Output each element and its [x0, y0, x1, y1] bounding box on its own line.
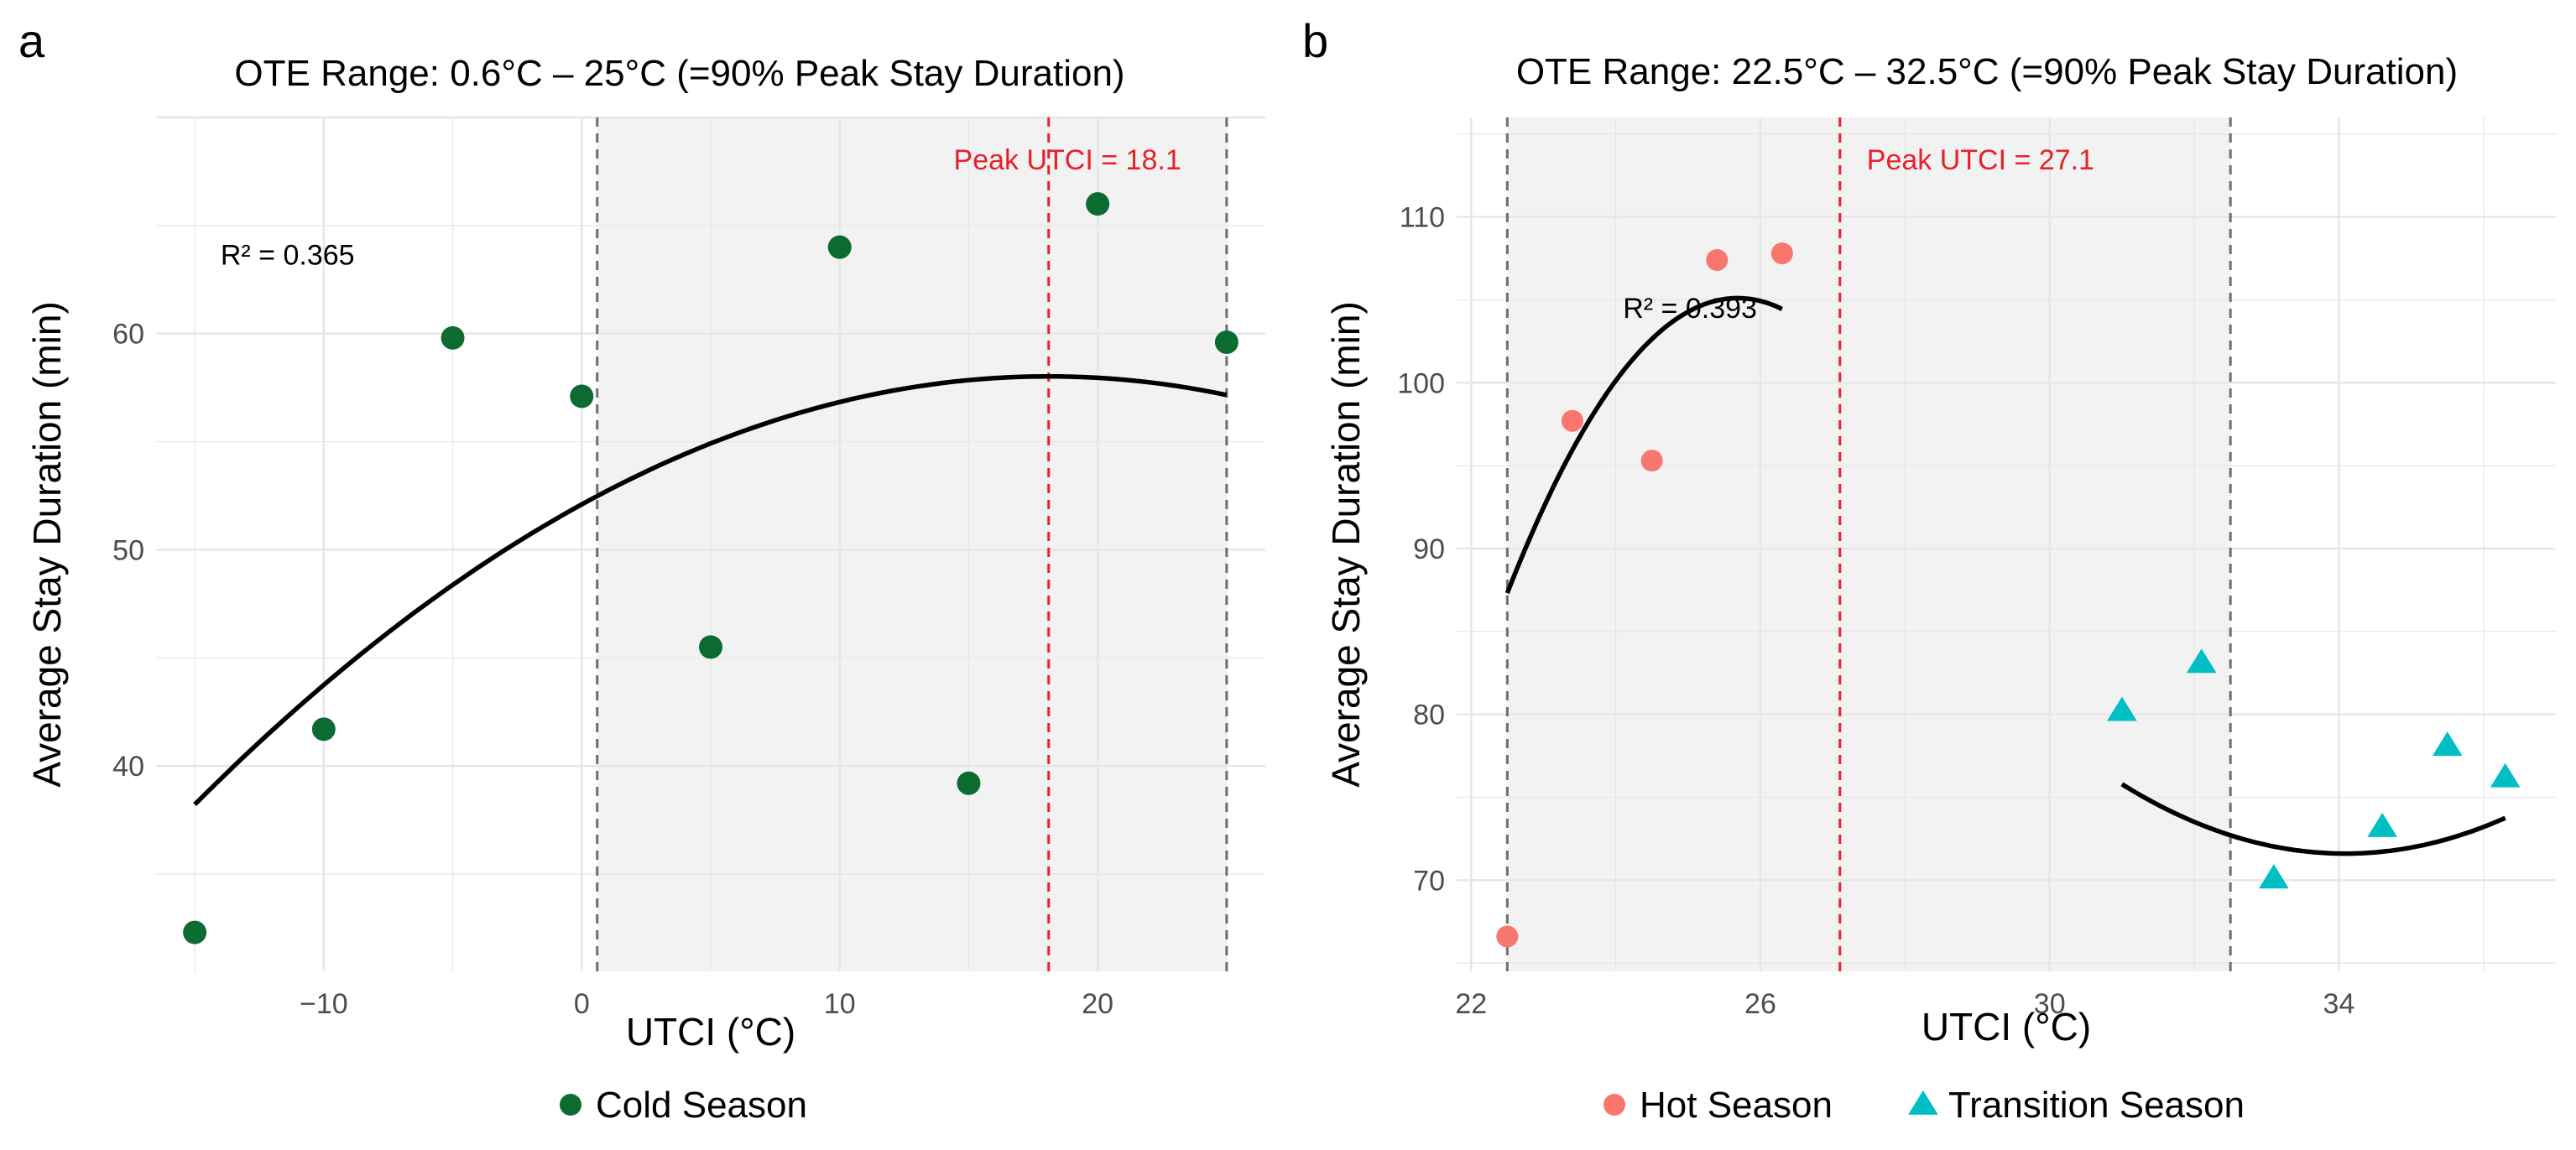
x-axis-label: UTCI (°C)	[1922, 1005, 2091, 1049]
legend-marker	[1603, 1094, 1625, 1116]
data-point	[183, 920, 207, 944]
data-point-triangle	[2259, 864, 2289, 889]
legend-item-hot-season: Hot Season	[1603, 1085, 1833, 1126]
panel-letter: a	[18, 14, 45, 67]
data-point-triangle	[2186, 648, 2217, 674]
x-tick-label: 22	[1455, 988, 1487, 1020]
x-tick-label: 10	[824, 988, 856, 1020]
data-point	[570, 384, 594, 408]
data-point	[699, 635, 722, 659]
data-point	[957, 771, 981, 795]
y-tick-label: 90	[1413, 533, 1445, 565]
data-point-triangle	[2432, 731, 2463, 757]
ote-shaded-region	[1507, 117, 2231, 971]
legend-item-transition-season: Transition Season	[1908, 1085, 2245, 1126]
legend-label: Transition Season	[1948, 1085, 2245, 1126]
x-tick-label: 20	[1082, 988, 1113, 1020]
fit-curve-transition-season	[2120, 782, 2506, 856]
data-point	[1770, 242, 1793, 265]
data-point	[1640, 450, 1663, 472]
legend-marker-triangle	[1908, 1090, 1938, 1115]
y-tick-label: 80	[1413, 700, 1445, 731]
data-point-triangle	[2490, 762, 2521, 788]
data-point	[1706, 248, 1729, 271]
data-point	[1496, 925, 1519, 948]
legend: Cold Season	[560, 1085, 807, 1126]
data-point-triangle	[2367, 813, 2398, 837]
fit-curve-hot-season	[1504, 295, 1784, 595]
x-tick-label: −10	[300, 988, 348, 1020]
y-tick-label: 60	[112, 319, 144, 351]
data-point-triangle	[2107, 696, 2137, 721]
x-tick-label: 30	[2034, 988, 2066, 1020]
data-point	[1086, 192, 1110, 216]
x-tick-label: 0	[574, 988, 590, 1020]
data-point	[1561, 409, 1583, 432]
panel-a: Peak UTCI = 18.1 R² = 0.365 −10 0 10 20 40 50 60…	[18, 14, 1265, 1126]
data-point	[827, 235, 852, 259]
gridlines	[1457, 117, 2556, 971]
series-cold-season	[183, 192, 1238, 944]
y-tick-label: 50	[112, 534, 144, 566]
y-tick-label: 100	[1397, 367, 1445, 399]
data-point	[1214, 330, 1238, 355]
series-transition-season	[2107, 648, 2521, 889]
legend-label: Hot Season	[1640, 1085, 1833, 1126]
r-squared-annotation: R² = 0.393	[1623, 293, 1757, 325]
y-tick-label: 70	[1413, 865, 1445, 897]
chart-title: OTE Range: 22.5°C – 32.5°C (=90% Peak St…	[1516, 51, 2458, 92]
x-axis-label: UTCI (°C)	[626, 1010, 795, 1054]
legend-marker	[560, 1094, 581, 1116]
data-point	[441, 325, 465, 350]
series-hot-season	[1496, 242, 1793, 948]
legend-label: Cold Season	[596, 1085, 807, 1126]
data-point	[311, 717, 336, 742]
panel-b: Peak UTCI = 27.1 R² = 0.393 22 26 30 34 70 80 90…	[1302, 14, 2556, 1126]
x-tick-label: 26	[1744, 988, 1776, 1020]
peak-utci-label: Peak UTCI = 27.1	[1867, 144, 2094, 176]
y-axis-label: Average Stay Duration (min)	[1324, 301, 1368, 788]
chart-title: OTE Range: 0.6°C – 25°C (=90% Peak Stay …	[234, 53, 1124, 94]
legend: Hot Season Transition Season	[1603, 1085, 2245, 1126]
y-tick-label: 110	[1400, 202, 1445, 234]
y-axis-label: Average Stay Duration (min)	[25, 301, 69, 788]
y-tick-label: 40	[112, 751, 144, 783]
r-squared-annotation: R² = 0.365	[221, 239, 355, 271]
x-tick-label: 34	[2323, 988, 2355, 1020]
legend-item-cold-season: Cold Season	[560, 1085, 807, 1126]
panel-letter: b	[1302, 14, 1328, 67]
peak-utci-label: Peak UTCI = 18.1	[954, 144, 1181, 176]
fit-curve-cold-season	[193, 373, 1228, 807]
ote-shaded-region	[597, 117, 1227, 971]
